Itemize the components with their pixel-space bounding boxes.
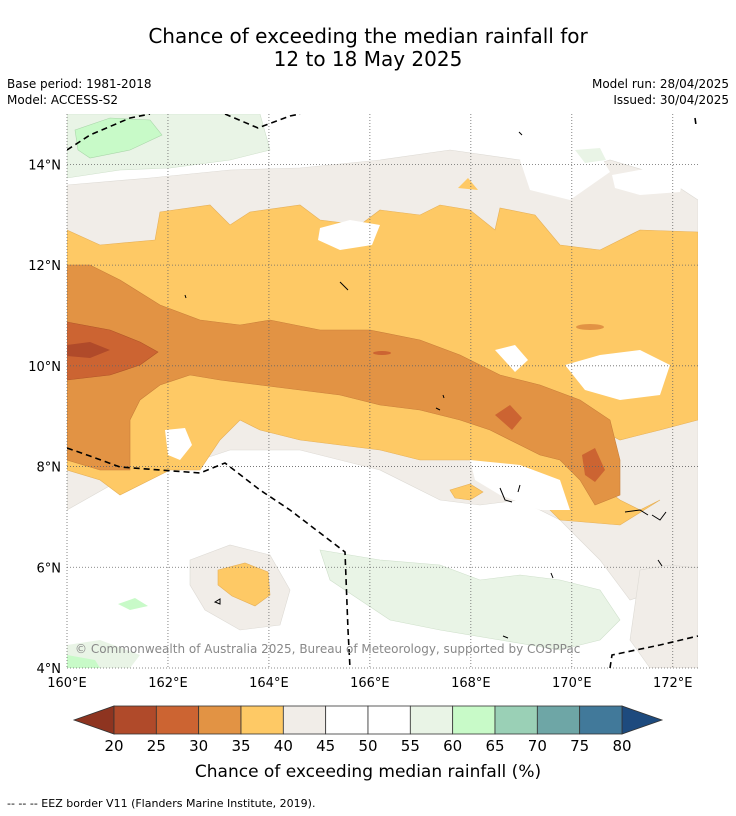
meta-left: Base period: 1981-2018 Model: ACCESS-S2 (7, 76, 152, 108)
field-30-35 (67, 264, 621, 506)
colorbar-tick-label: 60 (443, 737, 462, 755)
colorbar-segment (198, 705, 242, 735)
lat-tick-label: 6°N (37, 561, 62, 576)
eez-border-central (67, 447, 351, 668)
colorbar-tick-label: 35 (231, 737, 250, 755)
issued-text: Issued: 30/04/2025 (613, 93, 729, 107)
colorbar-segment (325, 705, 369, 735)
eez-footnote: -- -- -- EEZ border V11 (Flanders Marine… (7, 797, 316, 810)
colorbar-segment (494, 705, 538, 735)
field-55-60-south (319, 549, 621, 651)
colorbar-segment (113, 705, 157, 735)
colorbar-tick-label: 40 (274, 737, 293, 755)
lat-tick-label: 8°N (37, 461, 62, 476)
colorbar-tick-label: 55 (401, 737, 420, 755)
field-25-30 (67, 321, 159, 381)
island-outlines (184, 131, 667, 639)
lon-tick-label: 168°E (451, 676, 491, 691)
colorbar-segment (409, 705, 454, 735)
map-title-line2: 12 to 18 May 2025 (273, 47, 463, 71)
island-outline (502, 131, 523, 639)
model-text: Model: ACCESS-S2 (7, 93, 119, 107)
lat-tick-label: 4°N (37, 662, 62, 677)
copyright-text: © Commonwealth of Australia 2025, Bureau… (75, 642, 580, 656)
colorbar-tick-label: 25 (147, 737, 166, 755)
island-outline (550, 559, 663, 579)
field-white-hole-f (612, 168, 684, 195)
lon-tick-label: 172°E (653, 676, 693, 691)
colorbar-tick-label: 80 (612, 737, 631, 755)
colorbar-segment (282, 705, 327, 735)
lat-tick-label: 14°N (28, 158, 61, 173)
field-20-25 (67, 342, 110, 358)
field-60-65-north (74, 117, 163, 159)
colorbar-tick-label: 70 (528, 737, 547, 755)
field-white-hole-b (165, 428, 192, 460)
map-title-line1: Chance of exceeding the median rainfall … (148, 24, 588, 48)
colorbar-tick-label: 45 (316, 737, 335, 755)
colorbar-tick-label: 65 (485, 737, 504, 755)
lon-tick-label: 160°E (47, 676, 87, 691)
colorbar-tick-label: 50 (358, 737, 377, 755)
colorbar-segment (367, 705, 411, 735)
longitude-tick-labels: 160°E 162°E 164°E 166°E 168°E 170°E 172°E (47, 676, 692, 691)
island-outline (624, 509, 667, 521)
colorbar-under-arrow (72, 705, 115, 735)
lon-tick-label: 164°E (249, 676, 289, 691)
lon-tick-label: 162°E (148, 676, 188, 691)
field-white-hole-d (565, 350, 670, 400)
island-outline (339, 281, 349, 291)
colorbar-segment (240, 705, 284, 735)
island-outline (184, 294, 187, 299)
colorbar-tick-label: 20 (104, 737, 123, 755)
latitude-tick-labels: 4°N 6°N 8°N 10°N 12°N 14°N (28, 158, 61, 677)
colorbar-segment (579, 705, 623, 735)
colorbar-tick-label: 30 (189, 737, 208, 755)
lon-tick-label: 166°E (350, 676, 390, 691)
eez-border-north (67, 114, 301, 151)
field-35-40-island-b (458, 178, 478, 190)
base-period-text: Base period: 1981-2018 (7, 77, 152, 91)
field-35-40-south (217, 562, 271, 607)
lat-tick-label: 10°N (28, 360, 61, 375)
field-40-45-south-b (629, 564, 698, 668)
colorbar-tick-label: 75 (570, 737, 589, 755)
field-25-30-spot-c (373, 351, 391, 355)
field-60-65-spot (118, 598, 148, 610)
field-35-40-island-a (449, 483, 484, 501)
field-60-65-sw (67, 655, 100, 668)
field-white-hole-c (495, 345, 528, 372)
lat-tick-label: 12°N (28, 259, 61, 274)
eez-borders (67, 114, 698, 668)
field-white-hole-a (318, 220, 380, 250)
colorbar-label: Chance of exceeding median rainfall (%) (194, 762, 542, 782)
field-30-35-spot (576, 324, 604, 330)
field-25-30-spot-b (582, 448, 605, 482)
field-55-60-nw (575, 148, 606, 163)
colorbar-segment (452, 705, 496, 735)
colorbar-segment (155, 705, 200, 735)
meta-right: Model run: 28/04/2025 Issued: 30/04/2025 (592, 76, 729, 108)
field-25-30-spot-a (495, 405, 522, 430)
model-run-text: Model run: 28/04/2025 (591, 77, 729, 91)
colorbar (72, 705, 664, 735)
probability-fields (67, 114, 698, 668)
eez-border-east-tick (694, 117, 697, 126)
colorbar-segment (536, 705, 581, 735)
colorbar-tick-labels: 20 25 30 35 40 45 50 55 60 65 70 75 80 (104, 737, 631, 755)
eez-border-southeast (609, 635, 698, 668)
island-outline (435, 394, 445, 411)
island-outline (213, 598, 221, 605)
colorbar-over-arrow (621, 705, 664, 735)
island-outline (499, 484, 521, 503)
graticule (66, 114, 698, 669)
lon-tick-label: 170°E (552, 676, 592, 691)
